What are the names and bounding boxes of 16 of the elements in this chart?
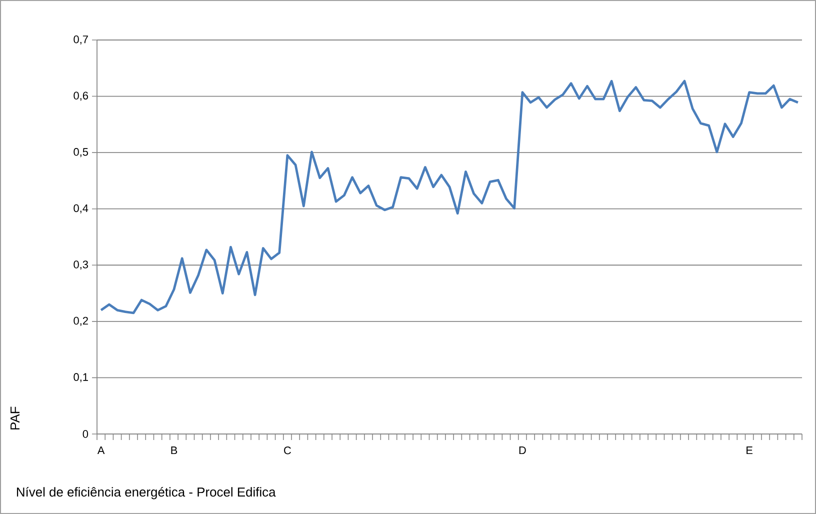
y-axis-title: PAF (10, 406, 20, 430)
line-series (100, 80, 800, 314)
y-tick-label: 0,1 (74, 373, 88, 382)
y-tick-label: 0,3 (74, 260, 88, 270)
y-tick-label: 0,4 (74, 204, 88, 214)
y-tick-label: 0,2 (74, 316, 88, 326)
x-tick-label: A (97, 446, 105, 454)
x-tick-label: C (284, 446, 291, 454)
x-tick-label: E (746, 446, 752, 454)
x-axis-title: Nível de eficiência energética - Procel Edifica (16, 486, 276, 500)
x-tick-label: B (171, 446, 178, 454)
x-tick-label: D (519, 446, 526, 454)
y-tick-label: 0,7 (74, 35, 88, 45)
y-tick-label: 0,6 (74, 92, 88, 101)
y-tick-label: 0 (82, 430, 88, 438)
y-tick-label: 0,5 (74, 148, 88, 158)
